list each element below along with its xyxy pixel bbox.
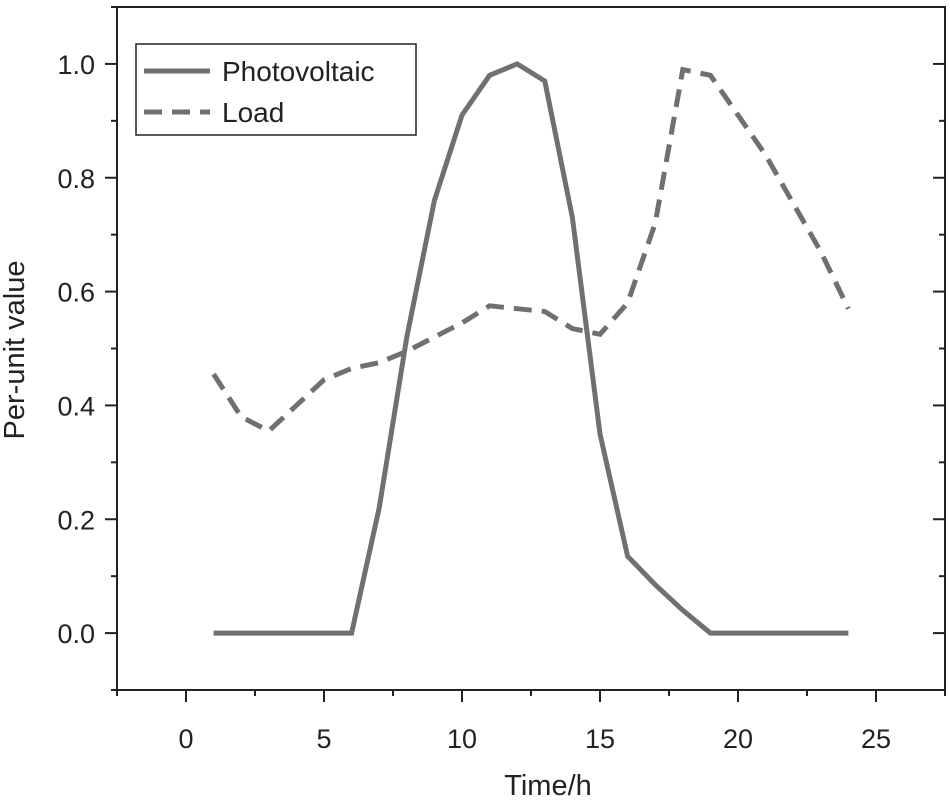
y-tick-label: 0.8	[57, 164, 95, 194]
y-tick-labels: 0.0 0.2 0.4 0.6 0.8 1.0	[57, 50, 95, 649]
series-line-photovoltaic	[213, 61, 849, 636]
plot-series	[211, 61, 851, 636]
legend-box	[135, 43, 417, 136]
y-tick-label: 0.0	[57, 619, 95, 649]
x-tick-labels: 0 5 10 15 20 25	[178, 724, 891, 754]
x-tick-label: 0	[178, 724, 193, 754]
x-axis-title: Time/h	[504, 770, 592, 801]
x-tick-label: 5	[316, 724, 331, 754]
y-tick-label: 0.4	[57, 391, 95, 421]
y-tick-label: 0.2	[57, 505, 95, 535]
x-tick-label: 10	[447, 724, 477, 754]
y-tick-label: 1.0	[57, 50, 95, 80]
legend-label-photovoltaic: Photovoltaic	[222, 56, 375, 87]
y-tick-label: 0.6	[57, 278, 95, 308]
series-line-load	[211, 66, 851, 435]
y-axis-title: Per-unit value	[0, 261, 31, 440]
plot-frame	[116, 6, 946, 691]
legend-label-load: Load	[222, 97, 284, 128]
x-tick-label: 20	[723, 724, 753, 754]
legend: Photovoltaic Load	[135, 43, 417, 136]
x-tick-label: 15	[585, 724, 615, 754]
x-tick-label: 25	[861, 724, 891, 754]
